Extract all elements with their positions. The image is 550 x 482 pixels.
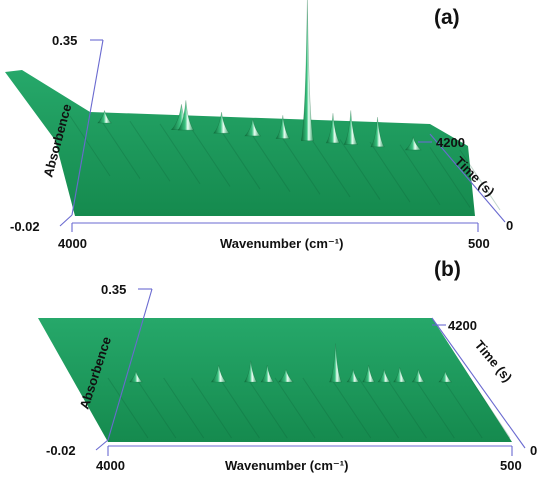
panel-label-b: (b) [434,258,461,281]
panel-a: (a) 0.35 -0.02 4000 500 4200 0 Wavenumbe… [5,0,513,251]
y-axis-a [71,39,104,216]
peak-a-5 [244,118,262,137]
surface-ridges-b [107,377,511,439]
z-axis-a [429,133,506,223]
peak-b-12 [438,370,453,383]
z-tick-label-top-a: 4200 [436,135,465,150]
surface-ridge [99,118,141,179]
surface-ridge [189,126,231,187]
surface-ridge [129,120,171,182]
peak-b-6 [329,343,343,383]
panel-label-a: (a) [434,6,460,29]
peak-b-5 [277,369,294,383]
peak-group-a [97,0,422,151]
peak-a-7 [300,0,314,141]
peak-b-8 [362,365,376,383]
surface-ridge [246,377,288,439]
peak-b-11 [411,369,425,383]
surface-ridge [309,136,351,198]
y-tick-bottom-b [95,439,109,451]
surface-b [38,318,512,442]
peak-b-1 [129,370,143,383]
y-tick-label-bottom-b: -0.02 [46,443,76,458]
peak-b-4 [260,365,275,383]
peak-a-10 [370,116,385,148]
z-tick-label-bottom-a: 0 [506,218,513,233]
y-tick-label-top-a: 0.35 [52,33,77,48]
x-tick-label-right-a: 500 [468,236,490,251]
surface-ridge [339,139,381,200]
surface-ridge [413,377,455,439]
surface-a [5,70,475,216]
peak-a-6 [275,115,291,139]
z-axis-title-b: Time (s) [472,337,515,385]
z-tick-label-top-b: 4200 [448,318,477,333]
surface-ridge [163,377,205,439]
peak-a-11 [404,136,422,151]
peak-b-3 [243,360,258,383]
surface-ridge [441,377,483,439]
peak-b-7 [346,369,360,383]
panel-b: (b) 0.35 -0.02 4000 500 4200 0 Wavenumbe… [38,258,537,473]
peak-a-8 [325,113,341,144]
peak-a-1 [97,110,112,124]
surface-ridge [219,128,261,190]
surface-ridge [274,377,316,439]
surface-ridge [469,377,511,439]
surface-ridge [135,377,177,439]
x-axis-title-a: Wavenumber (cm⁻¹) [220,236,343,251]
z-tick-label-bottom-b: 0 [530,443,537,458]
y-axis-b [107,288,153,441]
surface-ridge [459,149,501,211]
surface-ridge [218,377,260,439]
y-tick-bottom-a [59,214,73,227]
surface-ridge [279,134,321,195]
x-tick-label-left-b: 4000 [96,458,125,473]
surface-ridge [399,144,441,206]
surface-ridge [69,115,111,177]
surface-ridge [159,123,201,185]
surface-ridge [302,377,344,439]
y-tick-label-top-b: 0.35 [101,282,126,297]
surface-ridge [386,377,427,439]
x-tick-label-right-b: 500 [500,458,522,473]
y-tick-label-bottom-a: -0.02 [10,219,40,234]
peak-b-10 [393,367,407,383]
surface-ridge [191,377,232,439]
peak-a-3 [177,100,195,131]
x-tick-label-left-a: 4000 [58,236,87,251]
peak-a-4 [213,111,231,134]
x-axis-title-b: Wavenumber (cm⁻¹) [225,458,348,473]
surface-ridges-a [69,115,501,211]
surface-ridge [330,377,372,439]
peak-a-9 [343,110,359,145]
peak-b-2 [210,365,227,383]
surface-ridge [358,377,400,439]
z-axis-b [431,317,526,449]
surface-ridge [249,131,291,192]
surface-ridge [369,141,411,203]
peak-b-9 [377,369,391,383]
surface-ridge [107,377,149,439]
peak-group-b [129,343,453,383]
surface-ridge [429,147,471,208]
